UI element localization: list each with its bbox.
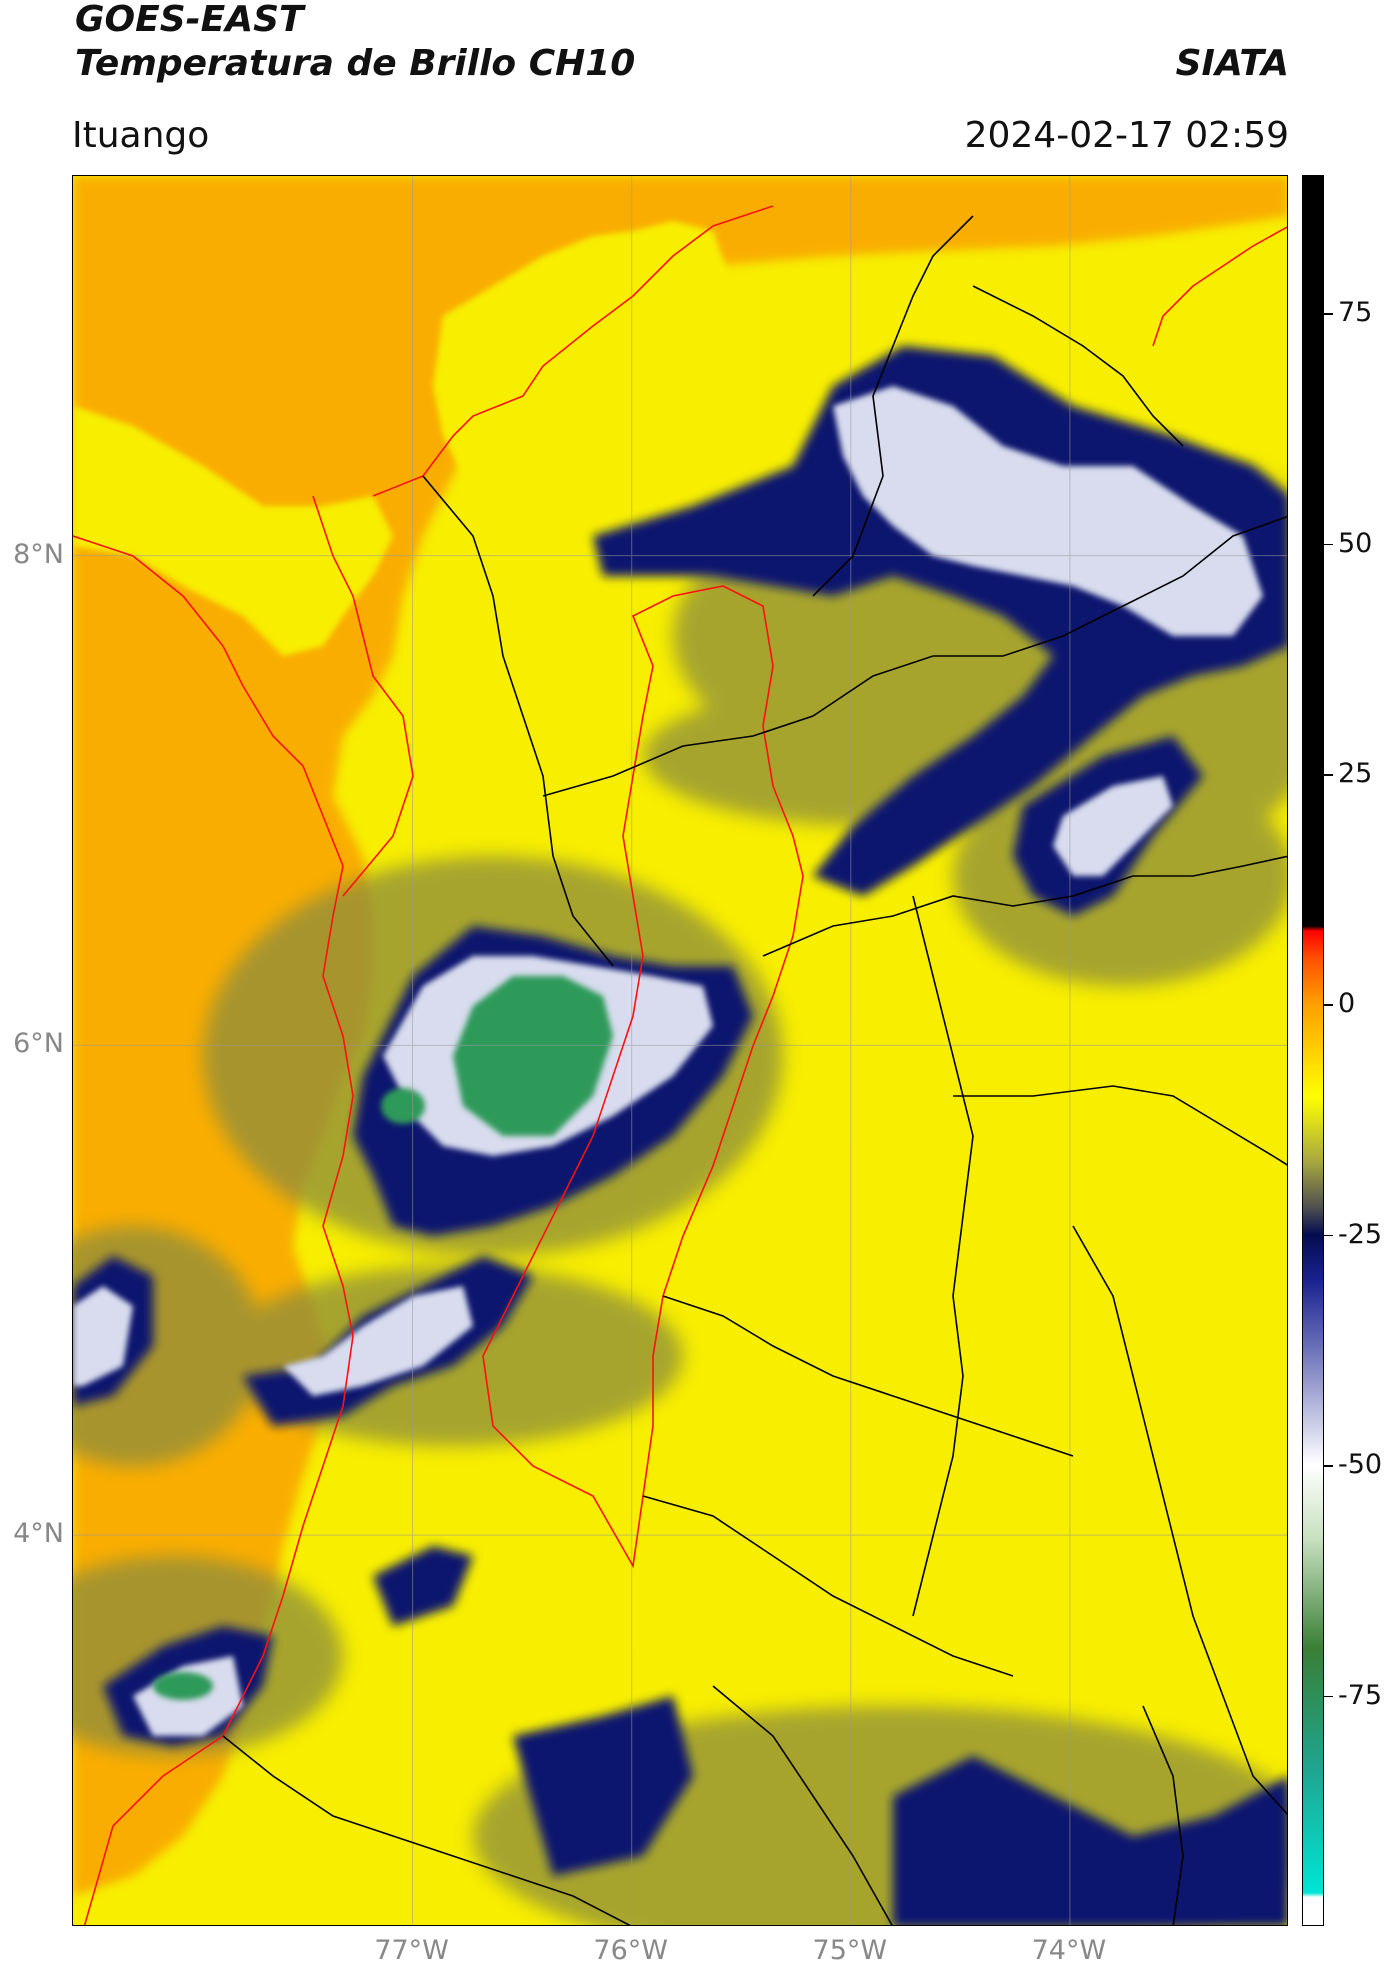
red-outlines (73, 205, 1287, 1925)
colorbar-tick-mark (1324, 1465, 1333, 1467)
lon-label: 74°W (1031, 1935, 1107, 1966)
colorbar-tick-mark (1324, 1234, 1333, 1237)
colorbar-tick-label: -50 (1338, 1449, 1383, 1481)
satellite-title: GOES-EAST (75, 0, 304, 40)
admin-borders (222, 215, 1287, 1925)
darien-land (73, 406, 393, 656)
colorbar-tick-mark (1324, 774, 1333, 776)
region-label: Ituango (72, 115, 210, 156)
lat-label: 8°N (13, 538, 64, 570)
colorbar-tick-label: -75 (1338, 1679, 1383, 1711)
datetime-label: 2024-02-17 02:59 (964, 115, 1289, 156)
lon-label: 75°W (812, 1935, 888, 1966)
brightness-temperature-map (73, 176, 1287, 1925)
lat-label: 6°N (13, 1028, 64, 1060)
colorbar-tick-label: -25 (1338, 1218, 1383, 1250)
colorbar-tick-mark (1324, 313, 1333, 315)
colorbar-tick-label: 0 (1338, 988, 1356, 1020)
colorbar-tick-mark (1324, 1004, 1333, 1006)
colorbar-tick-label: 75 (1338, 297, 1373, 329)
lat-label: 4°N (13, 1518, 64, 1550)
colorbar-tick-mark (1324, 1695, 1333, 1698)
agency-title: SIATA (1175, 43, 1289, 84)
uraba-land (433, 221, 733, 506)
lon-label: 77°W (374, 1935, 449, 1966)
lon-label: 76°W (593, 1935, 668, 1966)
map-frame (72, 175, 1288, 1926)
graticule (73, 176, 1287, 1925)
cloud-cold-cores (153, 976, 613, 1700)
colorbar-tick-mark (1324, 543, 1333, 546)
product-title: Temperatura de Brillo CH10 (75, 43, 636, 84)
colorbar (1302, 175, 1324, 1926)
sea-area (73, 176, 1287, 1896)
colorbar-tick-label: 25 (1338, 758, 1373, 790)
colorbar-tick-label: 50 (1338, 527, 1373, 559)
